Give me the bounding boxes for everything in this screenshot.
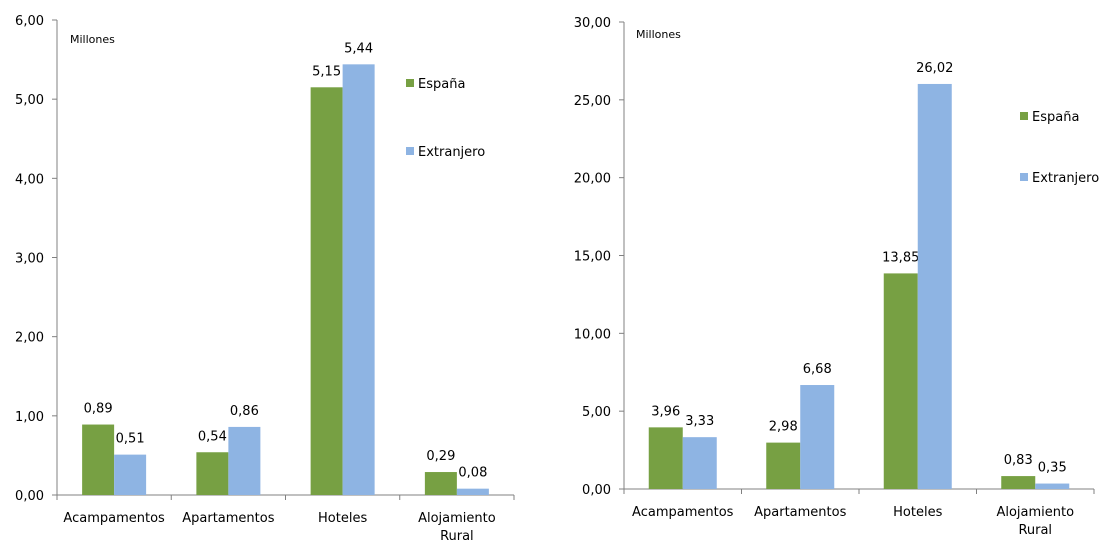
y-tick-label: 0,00 xyxy=(582,483,611,498)
y-tick-label: 2,00 xyxy=(15,331,44,346)
bar xyxy=(682,437,717,489)
data-label: 0,89 xyxy=(84,402,113,417)
x-tick-label: Apartamentos xyxy=(182,511,274,526)
data-label: 0,83 xyxy=(1004,453,1033,468)
data-label: 5,44 xyxy=(344,41,373,56)
y-tick-label: 3,00 xyxy=(15,252,44,267)
bar xyxy=(196,452,229,495)
data-label: 13,85 xyxy=(882,250,919,265)
x-tick-label: Apartamentos xyxy=(754,505,846,520)
y-tick-label: 4,00 xyxy=(15,172,44,187)
legend-label: Extranjero xyxy=(1032,171,1099,186)
y-tick-label: 1,00 xyxy=(15,410,44,425)
bar xyxy=(800,385,835,489)
chart-1: 0,00 1,00 2,00 3,00 4,00 5,00 6,00 0,890,51 Acam… xyxy=(15,14,515,543)
legend-label: España xyxy=(418,77,465,92)
chart-2: 0,00 5,00 10,00 15,00 20,00 25,00 30,00 3,96 3,3… xyxy=(574,16,1099,538)
x-tick-label: Alojamiento xyxy=(418,511,496,526)
x-tick-label: Acampamentos xyxy=(632,505,734,520)
bar xyxy=(114,454,147,495)
x-tick-label: Alojamiento xyxy=(996,505,1074,520)
bar xyxy=(424,472,457,495)
bar xyxy=(456,488,489,495)
y-tick-label: 6,00 xyxy=(15,14,44,29)
bar xyxy=(917,83,952,490)
y-tick-label: 10,00 xyxy=(574,327,611,342)
data-label: 5,15 xyxy=(312,64,341,79)
data-label: 0,29 xyxy=(426,449,455,464)
x-tick-label: Hoteles xyxy=(893,505,942,520)
bar xyxy=(883,273,918,489)
y-tick-label: 5,00 xyxy=(582,405,611,420)
bar xyxy=(1001,476,1036,489)
x-tick-label: Rural xyxy=(440,529,474,543)
bar xyxy=(648,427,683,489)
legend-swatch xyxy=(1020,112,1028,120)
y-tick-label: 15,00 xyxy=(574,250,611,265)
x-tick-label: Hoteles xyxy=(318,511,367,526)
data-label: 26,02 xyxy=(916,61,953,76)
legend-label: Extranjero xyxy=(418,145,485,160)
legend-label: España xyxy=(1032,110,1079,125)
legend-swatch xyxy=(406,147,414,155)
legend-swatch xyxy=(1020,173,1028,181)
y-tick-label: 5,00 xyxy=(15,93,44,108)
y-tick-label: 0,00 xyxy=(15,489,44,504)
legend-swatch xyxy=(406,79,414,87)
x-tick-label: Rural xyxy=(1018,523,1052,538)
data-label: 0,51 xyxy=(116,432,145,447)
data-label: 0,35 xyxy=(1038,461,1067,476)
bar xyxy=(82,424,115,495)
y-tick-label: 25,00 xyxy=(574,94,611,109)
bar xyxy=(766,442,801,489)
data-label: 3,33 xyxy=(685,414,714,429)
bar xyxy=(1035,483,1070,489)
data-label: 2,98 xyxy=(769,420,798,435)
bar xyxy=(228,426,261,495)
unit-label: Millones xyxy=(636,28,681,41)
x-tick-label: Acampamentos xyxy=(63,511,165,526)
data-label: 0,08 xyxy=(458,466,487,481)
data-label: 3,96 xyxy=(651,404,680,419)
data-label: 6,68 xyxy=(803,362,832,377)
data-label: 0,54 xyxy=(198,429,227,444)
data-label: 0,86 xyxy=(230,404,259,419)
bar xyxy=(310,87,343,496)
bar xyxy=(342,64,375,495)
y-tick-label: 20,00 xyxy=(574,172,611,187)
y-tick-label: 30,00 xyxy=(574,16,611,31)
unit-label: Millones xyxy=(70,33,115,46)
